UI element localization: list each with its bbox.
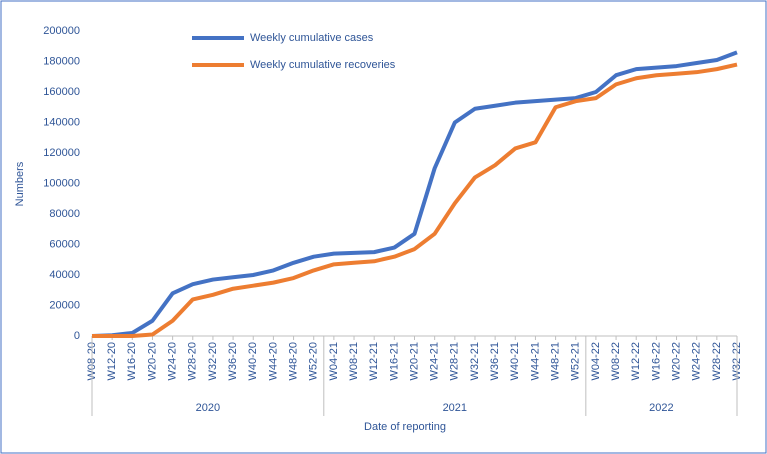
y-tick-label: 80000 <box>49 208 80 220</box>
group-label: 2022 <box>649 402 673 414</box>
x-tick-label: W08-22 <box>610 342 622 381</box>
x-tick-label: W32-20 <box>207 342 219 381</box>
y-tick-label: 140000 <box>43 116 80 128</box>
y-tick-label: 200000 <box>43 25 80 37</box>
x-tick-label: W08-21 <box>348 342 360 381</box>
x-tick-label: W28-22 <box>711 342 723 381</box>
x-tick-label: W20-20 <box>146 342 158 381</box>
group-label: 2021 <box>443 402 467 414</box>
legend-label: Weekly cumulative recoveries <box>250 59 396 71</box>
y-tick-label: 120000 <box>43 147 80 159</box>
x-tick-label: W44-21 <box>529 342 541 381</box>
x-tick-label: W36-20 <box>227 342 239 381</box>
x-tick-label: W12-20 <box>106 342 118 381</box>
x-tick-label: W04-21 <box>328 342 340 381</box>
x-tick-label: W32-21 <box>469 342 481 381</box>
x-tick-label: W52-20 <box>308 342 320 381</box>
x-tick-label: W24-22 <box>691 342 703 381</box>
y-tick-label: 100000 <box>43 177 80 189</box>
x-tick-label: W24-21 <box>429 342 441 381</box>
x-tick-label: W16-21 <box>388 342 400 381</box>
x-tick-label: W28-21 <box>449 342 461 381</box>
legend-label: Weekly cumulative cases <box>250 32 374 44</box>
x-tick-label: W16-22 <box>650 342 662 381</box>
x-axis-title: Date of reporting <box>364 421 446 433</box>
y-tick-label: 180000 <box>43 55 80 67</box>
y-axis-title: Numbers <box>14 161 26 206</box>
x-tick-label: W48-20 <box>287 342 299 381</box>
x-tick-label: W40-20 <box>247 342 259 381</box>
x-tick-label: W20-22 <box>670 342 682 381</box>
x-tick-label: W04-22 <box>590 342 602 381</box>
line <box>91 50 738 338</box>
x-tick-label: W48-21 <box>550 342 562 381</box>
x-tick-label: W24-20 <box>167 342 179 381</box>
x-tick-label: W40-21 <box>509 342 521 381</box>
group-label: 2020 <box>196 402 220 414</box>
y-tick-label: 0 <box>74 330 80 342</box>
y-tick-label: 60000 <box>49 238 80 250</box>
x-tick-label: W20-21 <box>408 342 420 381</box>
y-tick-label: 40000 <box>49 269 80 281</box>
x-tick-label: W28-20 <box>187 342 199 381</box>
x-tick-label: W16-20 <box>126 342 138 381</box>
y-tick-label: 160000 <box>43 86 80 98</box>
x-tick-label: W12-22 <box>630 342 642 381</box>
x-tick-label: W36-21 <box>489 342 501 381</box>
x-tick-label: W52-21 <box>570 342 582 381</box>
x-tick-label: W44-20 <box>267 342 279 381</box>
y-tick-label: 20000 <box>49 299 80 311</box>
line <box>92 62 738 338</box>
x-tick-label: W12-21 <box>368 342 380 381</box>
